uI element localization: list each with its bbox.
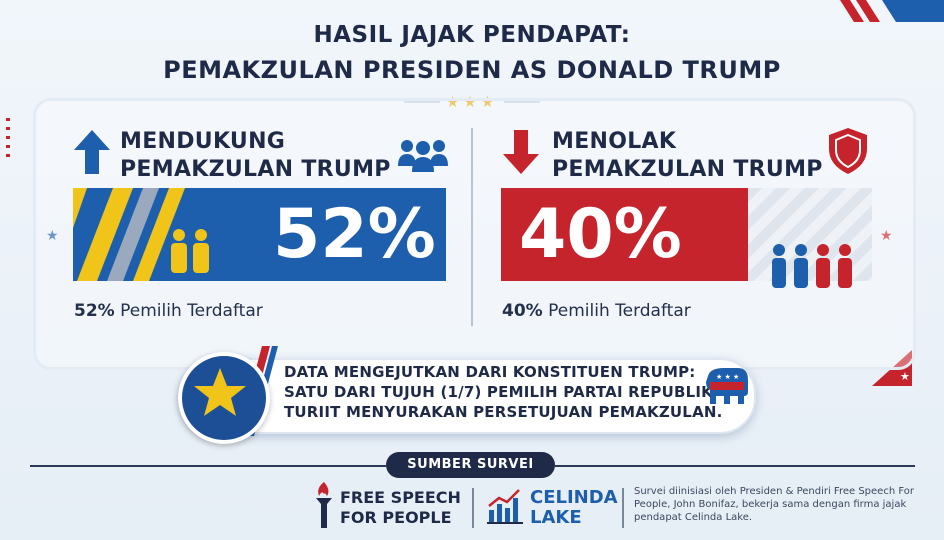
support-subtitle-percent: 52% bbox=[74, 301, 115, 321]
republican-elephant-icon: ★ ★ ★ bbox=[706, 368, 748, 404]
oppose-bar: 40% bbox=[501, 188, 748, 281]
left-dots-decoration bbox=[6, 118, 10, 158]
bar-chart-trend-icon bbox=[487, 489, 523, 524]
arrow-up-icon bbox=[74, 130, 110, 174]
oppose-subtitle: 40% Pemilih Terdaftar bbox=[502, 301, 691, 321]
support-heading-line1: MENDUKUNG bbox=[120, 129, 286, 154]
note-separator bbox=[622, 488, 624, 528]
four-people-icon bbox=[772, 244, 852, 288]
support-subtitle: 52% Pemilih Terdaftar bbox=[74, 301, 263, 321]
oppose-subtitle-percent: 40% bbox=[502, 301, 543, 321]
support-heading: MENDUKUNG PEMAKZULAN TRUMP bbox=[120, 128, 391, 184]
logo-separator bbox=[472, 488, 474, 528]
oppose-heading: MENOLAK PEMAKZULAN TRUMP bbox=[552, 128, 823, 184]
alert-star-badge bbox=[178, 352, 270, 444]
alert-line1: DATA MENGEJUTKAN DARI KONSTITUEN TRUMP: bbox=[284, 363, 696, 381]
source-note: Survei diinisiasi oleh Presiden & Pendir… bbox=[634, 486, 914, 523]
torch-icon bbox=[316, 482, 332, 528]
support-heading-line2: PEMAKZULAN TRUMP bbox=[120, 157, 391, 182]
page-title-line1: HASIL JAJAK PENDAPAT: bbox=[313, 22, 631, 48]
alert-line3: TURIIT MENYURAKAN PERSETUJUAN PEMAKZULAN… bbox=[284, 403, 723, 421]
oppose-percent: 40% bbox=[519, 195, 682, 274]
svg-text:★: ★ bbox=[900, 370, 910, 383]
title-rule-right bbox=[504, 101, 540, 103]
celinda-line1: CELINDA bbox=[530, 487, 618, 508]
celinda-line2: LAKE bbox=[530, 507, 582, 528]
celinda-lake-logo-text: CELINDA LAKE bbox=[530, 488, 618, 528]
alert-line2: SATU DARI TUJUH (1/7) PEMILIH PARTAI REP… bbox=[284, 383, 713, 401]
group-icon bbox=[398, 140, 448, 172]
support-percent: 52% bbox=[273, 195, 436, 274]
panel-divider bbox=[471, 128, 473, 326]
oppose-subtitle-text: Pemilih Terdaftar bbox=[542, 301, 691, 321]
right-star-decoration: ★ bbox=[880, 228, 893, 244]
shield-icon bbox=[829, 128, 867, 174]
svg-text:★ ★ ★: ★ ★ ★ bbox=[716, 373, 739, 381]
free-speech-line1: FREE SPEECH bbox=[340, 488, 461, 507]
two-people-icon bbox=[171, 229, 209, 273]
free-speech-logo-text: FREE SPEECH FOR PEOPLE bbox=[340, 488, 461, 528]
source-rule-left bbox=[30, 465, 386, 467]
source-badge: SUMBER SURVEI bbox=[386, 452, 555, 478]
alert-text: DATA MENGEJUTKAN DARI KONSTITUEN TRUMP: … bbox=[284, 362, 723, 422]
oppose-heading-line1: MENOLAK bbox=[552, 129, 677, 154]
free-speech-line2: FOR PEOPLE bbox=[340, 508, 452, 527]
three-stars-icon: ★★★ bbox=[445, 93, 499, 111]
gold-stripes-decoration bbox=[73, 188, 185, 281]
corner-stripes-decoration bbox=[840, 0, 944, 22]
support-subtitle-text: Pemilih Terdaftar bbox=[114, 301, 263, 321]
page-title-line2: PEMAKZULAN PRESIDEN AS DONALD TRUMP bbox=[163, 56, 781, 84]
left-star-decoration: ★ bbox=[46, 228, 59, 244]
support-bar: 52% bbox=[73, 188, 446, 281]
oppose-heading-line2: PEMAKZULAN TRUMP bbox=[552, 157, 823, 182]
arrow-down-icon bbox=[503, 130, 539, 174]
star-icon bbox=[194, 368, 246, 416]
alert-banner bbox=[180, 358, 756, 434]
source-rule-right bbox=[555, 465, 915, 467]
title-rule-left bbox=[404, 101, 440, 103]
